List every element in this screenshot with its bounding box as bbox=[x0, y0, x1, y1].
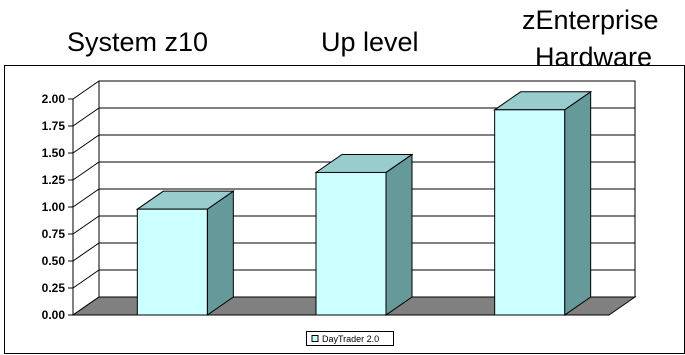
y-tick-label: 0.00 bbox=[42, 308, 66, 322]
legend-box bbox=[306, 331, 394, 346]
legend: DayTrader 2.0 bbox=[306, 331, 394, 346]
y-tick-label: 1.25 bbox=[42, 173, 66, 187]
heading-zenterprise: zEnterprise bbox=[522, 5, 659, 35]
gridline-diagonal bbox=[72, 134, 100, 154]
bar-front bbox=[136, 208, 208, 316]
y-tick-label: 1.00 bbox=[42, 200, 66, 214]
bar-side bbox=[564, 90, 592, 316]
y-tick-label: 2.00 bbox=[42, 92, 66, 106]
bar bbox=[493, 90, 593, 316]
y-tick-label: 1.75 bbox=[42, 119, 66, 133]
y-tick-label: 0.75 bbox=[42, 227, 66, 241]
bar-front bbox=[315, 171, 387, 316]
gridline-diagonal bbox=[72, 107, 100, 127]
y-axis: 0.00 0.25 0.50 0.75 1.00 1.25 1.50 1.75 2.00 bbox=[42, 92, 74, 322]
bars bbox=[135, 90, 593, 316]
heading-system-z10: System z10 bbox=[67, 27, 209, 57]
gridline-diagonal bbox=[72, 242, 100, 262]
bar-side bbox=[206, 190, 234, 316]
gridline-diagonal bbox=[72, 80, 100, 100]
legend-swatch bbox=[311, 335, 319, 342]
bar bbox=[314, 153, 414, 316]
bar-front bbox=[494, 109, 566, 316]
y-tick-label: 0.25 bbox=[42, 281, 66, 295]
gridline-diagonal bbox=[72, 269, 100, 289]
bar-side bbox=[385, 153, 413, 316]
heading-up-level: Up level bbox=[321, 27, 419, 57]
gridline-diagonal bbox=[72, 215, 100, 235]
y-tick-label: 1.50 bbox=[42, 146, 66, 160]
chart-frame: 0.00 0.25 0.50 0.75 1.00 1.25 1.50 1.75 2.00 Day… bbox=[0, 65, 685, 355]
chart: 0.00 0.25 0.50 0.75 1.00 1.25 1.50 1.75 2.00 Day… bbox=[4, 65, 685, 354]
legend-label: DayTrader 2.0 bbox=[322, 334, 379, 344]
gridline-diagonal bbox=[72, 188, 100, 208]
y-tick-label: 0.50 bbox=[42, 254, 66, 268]
gridline-diagonal bbox=[72, 161, 100, 181]
bar bbox=[135, 190, 235, 316]
